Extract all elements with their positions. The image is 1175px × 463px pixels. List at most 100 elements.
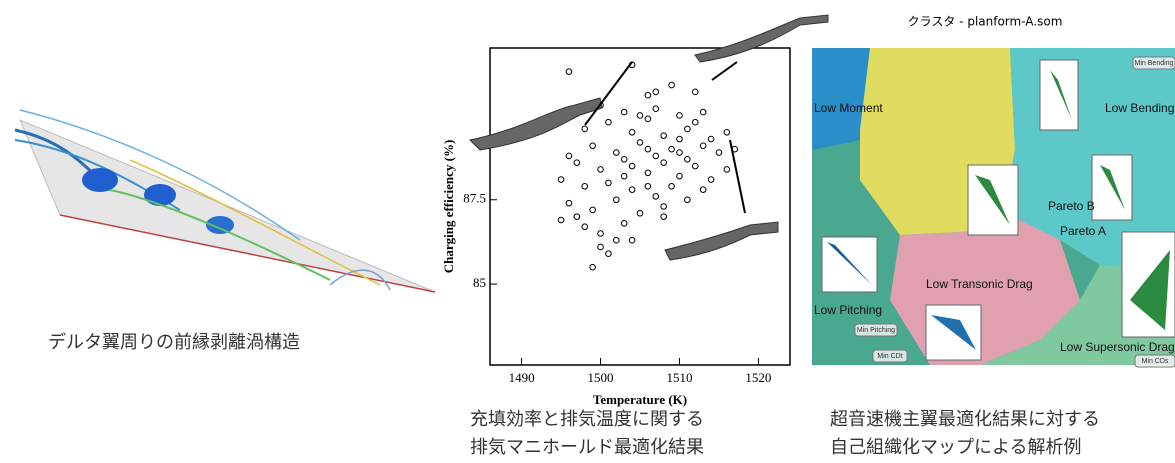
point: [644, 145, 652, 153]
point: [557, 176, 565, 183]
point: [707, 176, 715, 183]
map-button: [1132, 56, 1175, 70]
region-label: Pareto A: [1060, 224, 1106, 238]
point: [684, 125, 691, 133]
point: [620, 155, 628, 163]
region-label: Low Pitching: [814, 303, 882, 317]
point: [605, 179, 612, 187]
point: [636, 209, 644, 217]
point: [628, 129, 636, 136]
caption: 超音速機主翼最適化結果に対する: [830, 409, 1100, 430]
point: [723, 129, 731, 136]
x-tick-label: 1490: [509, 370, 535, 385]
map-button-label: Min CDs: [1142, 358, 1169, 365]
region-label: Low Supersonic Drag: [1060, 340, 1175, 354]
point: [652, 193, 660, 200]
point: [581, 223, 589, 231]
point: [668, 182, 675, 190]
manifold-images: [468, 14, 829, 261]
point: [589, 206, 596, 214]
point: [707, 135, 715, 143]
som-title: クラスタ - planform-A.som: [908, 15, 1063, 29]
point: [620, 220, 628, 227]
region-label: Low Transonic Drag: [926, 277, 1033, 291]
point: [676, 149, 683, 156]
point: [597, 230, 604, 237]
point: [597, 243, 604, 251]
caption: 排気マニホールド最適化結果: [470, 437, 704, 458]
som-labels: Low Moment Low Bending Pareto B Pareto A Low…: [814, 56, 1175, 368]
map-button: [872, 349, 908, 363]
point: [613, 236, 620, 244]
point: [699, 186, 707, 193]
point: [597, 166, 604, 173]
region-label: Low Bending: [1105, 101, 1174, 115]
point: [605, 118, 612, 126]
region-label: Low Moment: [814, 101, 883, 115]
point: [573, 213, 581, 220]
y-tick-label: 85: [473, 275, 486, 290]
point: [628, 186, 636, 193]
point: [699, 108, 707, 116]
point: [684, 196, 691, 204]
point: [676, 172, 683, 180]
point: [652, 105, 660, 113]
map-button-label: Min CDt: [877, 353, 902, 360]
point: [565, 68, 573, 75]
point: [723, 166, 731, 173]
point: [691, 88, 699, 96]
point: [652, 152, 660, 160]
point: [660, 213, 667, 220]
point: [620, 108, 628, 116]
x-tick-label: 1510: [666, 370, 692, 385]
region-label: Pareto B: [1048, 199, 1095, 213]
point: [573, 159, 581, 166]
point: [668, 81, 675, 89]
point: [613, 149, 620, 156]
point: [644, 182, 652, 190]
point: [605, 250, 612, 258]
delta-wing-image: [14, 109, 436, 293]
caption: 充填効率と排気温度に関する: [470, 409, 704, 430]
point: [557, 216, 565, 224]
point: [668, 145, 675, 153]
y-axis-label: Charging efficiency (%): [441, 140, 456, 274]
point: [660, 132, 667, 139]
y-tick-label: 87.5: [463, 191, 486, 206]
point: [699, 142, 707, 150]
point: [644, 169, 652, 177]
som-map: [812, 48, 1175, 365]
point: [620, 172, 628, 180]
point: [644, 91, 652, 99]
point: [715, 149, 723, 156]
point: [628, 236, 636, 244]
point: [676, 135, 683, 143]
x-tick-label: 1520: [745, 370, 771, 385]
point: [644, 115, 652, 123]
point: [628, 162, 636, 170]
caption: 自己組織化マップによる解析例: [830, 437, 1081, 458]
map-button: [1134, 354, 1175, 368]
point: [636, 139, 644, 146]
map-button-label: Min Pitching: [857, 327, 895, 334]
point: [589, 263, 596, 271]
x-tick-label: 1500: [588, 370, 614, 385]
point: [581, 182, 589, 190]
point: [660, 203, 667, 210]
scatter-plot: 1490 1500 1510 1520 85 87.5 Temperature (K) Cha…: [441, 47, 791, 407]
point: [691, 162, 699, 170]
point: [652, 88, 660, 96]
map-button: [854, 323, 898, 337]
point: [684, 155, 691, 163]
point: [589, 142, 596, 150]
point: [613, 196, 620, 204]
point: [636, 112, 644, 119]
caption: デルタ翼周りの前縁剥離渦構造: [48, 332, 300, 353]
point: [565, 199, 573, 207]
x-axis-label: Temperature (K): [593, 392, 687, 407]
plot-frame: [489, 47, 791, 366]
point: [581, 125, 589, 133]
point: [691, 118, 699, 126]
point: [660, 159, 667, 166]
